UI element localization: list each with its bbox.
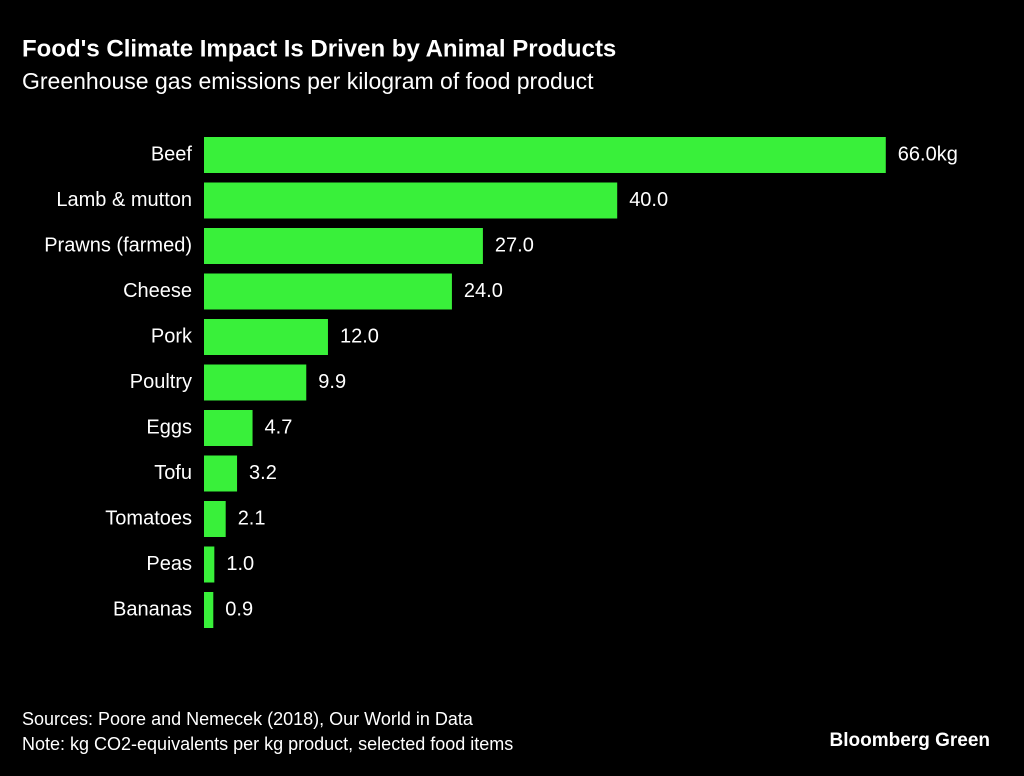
value-label: 3.2 <box>249 462 277 484</box>
bar <box>204 273 452 310</box>
category-label: Beef <box>151 143 193 165</box>
category-label: Cheese <box>123 280 192 302</box>
value-label: 66.0kg <box>898 143 958 165</box>
bar <box>204 319 328 355</box>
category-label: Pork <box>151 325 193 347</box>
value-label: 0.9 <box>225 598 253 620</box>
value-label: 1.0 <box>226 553 254 575</box>
bar <box>204 182 618 219</box>
value-label: 40.0 <box>629 189 668 211</box>
chart-title: Food's Climate Impact Is Driven by Anima… <box>22 35 616 62</box>
brand: Bloomberg Green <box>830 730 990 751</box>
category-label: Eggs <box>146 416 192 438</box>
category-label: Tofu <box>154 462 192 484</box>
value-label: 12.0 <box>340 325 379 347</box>
category-label: Bananas <box>113 598 192 620</box>
bar <box>204 228 483 264</box>
bar <box>204 592 214 628</box>
chart-subtitle: Greenhouse gas emissions per kilogram of… <box>22 68 594 94</box>
bar <box>204 455 238 492</box>
value-label: 2.1 <box>238 507 266 529</box>
bar <box>204 546 215 583</box>
bar <box>204 501 226 537</box>
value-label: 9.9 <box>318 371 346 393</box>
sources: Sources: Poore and Nemecek (2018), Our W… <box>22 709 474 729</box>
bar <box>204 137 886 173</box>
value-label: 27.0 <box>495 234 534 256</box>
category-label: Lamb & mutton <box>56 189 192 211</box>
value-label: 4.7 <box>265 416 293 438</box>
bar <box>204 410 253 446</box>
category-label: Poultry <box>130 371 192 393</box>
note: Note: kg CO2-equivalents per kg product,… <box>22 734 513 754</box>
value-label: 24.0 <box>464 280 503 302</box>
bar <box>204 364 307 401</box>
category-label: Peas <box>146 553 192 575</box>
category-label: Prawns (farmed) <box>44 234 192 256</box>
category-label: Tomatoes <box>105 507 192 529</box>
